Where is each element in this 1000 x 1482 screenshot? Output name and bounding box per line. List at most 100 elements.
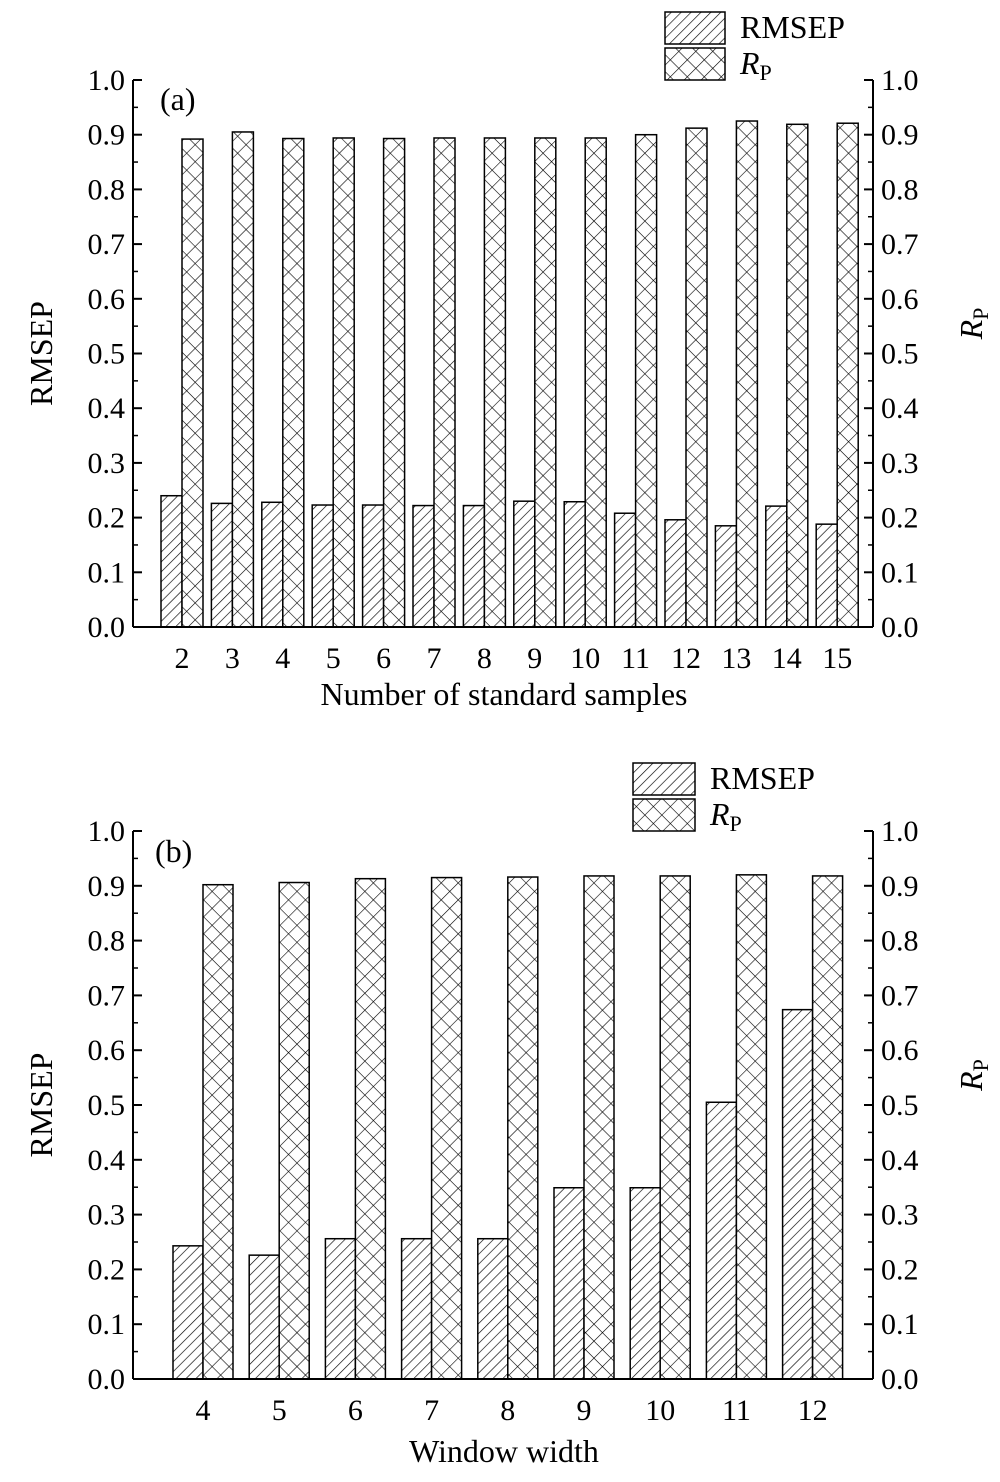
right-y-tick-label: 0.4 xyxy=(881,392,919,425)
left-y-tick-label: 0.8 xyxy=(88,925,126,958)
bar-rp-13 xyxy=(735,120,759,628)
left-y-tick-label: 0.7 xyxy=(88,979,126,1012)
bar-rmsep-7 xyxy=(400,1237,433,1380)
x-tick-label: 15 xyxy=(822,642,852,675)
left-y-tick-label: 1.0 xyxy=(88,815,126,848)
x-tick-label: 9 xyxy=(527,642,542,675)
bar-rp-10 xyxy=(584,137,607,628)
left-y-tick-label: 0.6 xyxy=(88,1034,126,1067)
legend-swatch xyxy=(632,798,696,832)
left-y-tick-label: 0.3 xyxy=(88,1199,126,1232)
legend-label: RMSEP xyxy=(740,9,845,45)
x-tick-label: 7 xyxy=(424,1394,439,1427)
bar-rmsep-8 xyxy=(477,1237,509,1380)
legend-swatch xyxy=(664,47,726,81)
x-tick-label: 12 xyxy=(798,1394,828,1427)
left-y-tick-label: 0.0 xyxy=(88,1363,126,1396)
bar-rp-11 xyxy=(735,874,768,1380)
right-y-tick-label: 0.9 xyxy=(881,119,919,152)
bar-rp-9 xyxy=(583,875,615,1380)
bar-rp-5 xyxy=(278,881,310,1380)
bar-rp-7 xyxy=(430,876,463,1380)
left-y-tick-label: 0.4 xyxy=(88,392,126,425)
bar-rmsep-12 xyxy=(781,1008,814,1380)
right-y-axis-title: RP xyxy=(953,1059,993,1092)
left-y-tick-label: 1.0 xyxy=(88,64,126,97)
right-y-tick-label: 1.0 xyxy=(881,64,919,97)
x-tick-label: 4 xyxy=(196,1394,211,1427)
right-y-tick-label: 0.0 xyxy=(881,611,919,644)
x-tick-label: 2 xyxy=(175,642,190,675)
bar-rmsep-13 xyxy=(714,525,738,628)
bar-rmsep-10 xyxy=(563,500,586,628)
bar-rmsep-3 xyxy=(210,502,234,628)
right-y-tick-label: 0.2 xyxy=(881,502,919,535)
left-y-axis-title: RMSEP xyxy=(23,1053,59,1158)
bar-rp-9 xyxy=(534,137,557,628)
bar-rmsep-4 xyxy=(261,501,284,628)
right-y-tick-label: 0.0 xyxy=(881,1363,919,1396)
x-tick-label: 8 xyxy=(500,1394,515,1427)
x-tick-label: 13 xyxy=(721,642,751,675)
left-y-tick-label: 0.5 xyxy=(88,338,126,371)
x-tick-label: 10 xyxy=(645,1394,675,1427)
x-tick-label: 4 xyxy=(275,642,290,675)
bar-rmsep-9 xyxy=(553,1186,585,1380)
x-tick-label: 5 xyxy=(326,642,341,675)
x-axis-title: Number of standard samples xyxy=(320,676,687,712)
right-y-tick-label: 0.5 xyxy=(881,338,919,371)
left-y-tick-label: 0.3 xyxy=(88,447,126,480)
bar-rmsep-11 xyxy=(705,1101,738,1380)
x-tick-label: 7 xyxy=(427,642,442,675)
left-y-tick-label: 0.1 xyxy=(88,556,126,589)
x-tick-label: 3 xyxy=(225,642,240,675)
right-y-tick-label: 0.1 xyxy=(881,556,919,589)
right-y-tick-label: 0.8 xyxy=(881,925,919,958)
bar-rmsep-12 xyxy=(664,519,687,628)
bar-rp-4 xyxy=(282,137,305,628)
bar-rp-4 xyxy=(202,883,234,1380)
bar-rmsep-4 xyxy=(172,1245,204,1380)
bar-rp-12 xyxy=(811,875,844,1380)
bar-rp-11 xyxy=(634,133,658,628)
right-y-tick-label: 0.3 xyxy=(881,447,919,480)
right-y-tick-label: 0.5 xyxy=(881,1089,919,1122)
left-y-tick-label: 0.7 xyxy=(88,228,126,261)
bar-rp-7 xyxy=(433,137,456,628)
right-y-tick-label: 0.2 xyxy=(881,1253,919,1286)
x-tick-label: 8 xyxy=(477,642,492,675)
panel-b-chart: 0.0 0.0 0.1 0.1 0.2 0.2 0.3 0.3 0.4 0.4 0.5 0.5 0.6 0… xyxy=(23,760,993,1469)
left-y-axis-title: RMSEP xyxy=(23,301,59,406)
right-y-axis-title: RP xyxy=(953,308,993,341)
right-y-tick-label: 1.0 xyxy=(881,815,919,848)
bar-rp-2 xyxy=(181,138,204,628)
x-tick-label: 9 xyxy=(577,1394,592,1427)
left-y-tick-label: 0.9 xyxy=(88,119,126,152)
bar-rmsep-15 xyxy=(815,523,838,628)
panel-tag: (b) xyxy=(155,833,192,869)
x-tick-label: 5 xyxy=(272,1394,287,1427)
bar-rmsep-6 xyxy=(324,1237,357,1380)
right-y-tick-label: 0.9 xyxy=(881,870,919,903)
bar-rp-14 xyxy=(786,123,809,628)
left-y-tick-label: 0.6 xyxy=(88,283,126,316)
legend-label: RP xyxy=(709,796,742,836)
right-y-tick-label: 0.8 xyxy=(881,173,919,206)
legend-label: RP xyxy=(739,45,772,85)
bar-rmsep-8 xyxy=(462,504,486,628)
bar-rmsep-2 xyxy=(160,494,183,628)
bar-rmsep-10 xyxy=(629,1186,661,1380)
left-y-tick-label: 0.2 xyxy=(88,502,126,535)
left-y-tick-label: 0.8 xyxy=(88,173,126,206)
right-y-tick-label: 0.7 xyxy=(881,228,919,261)
x-tick-label: 11 xyxy=(722,1394,751,1427)
x-tick-label: 10 xyxy=(570,642,600,675)
legend-label: RMSEP xyxy=(710,760,815,796)
bar-rmsep-6 xyxy=(361,504,385,628)
right-y-tick-label: 0.6 xyxy=(881,283,919,316)
bar-rp-15 xyxy=(836,122,859,628)
left-y-tick-label: 0.0 xyxy=(88,611,126,644)
bar-rp-6 xyxy=(354,877,387,1380)
right-y-tick-label: 0.7 xyxy=(881,979,919,1012)
right-y-tick-label: 0.1 xyxy=(881,1308,919,1341)
